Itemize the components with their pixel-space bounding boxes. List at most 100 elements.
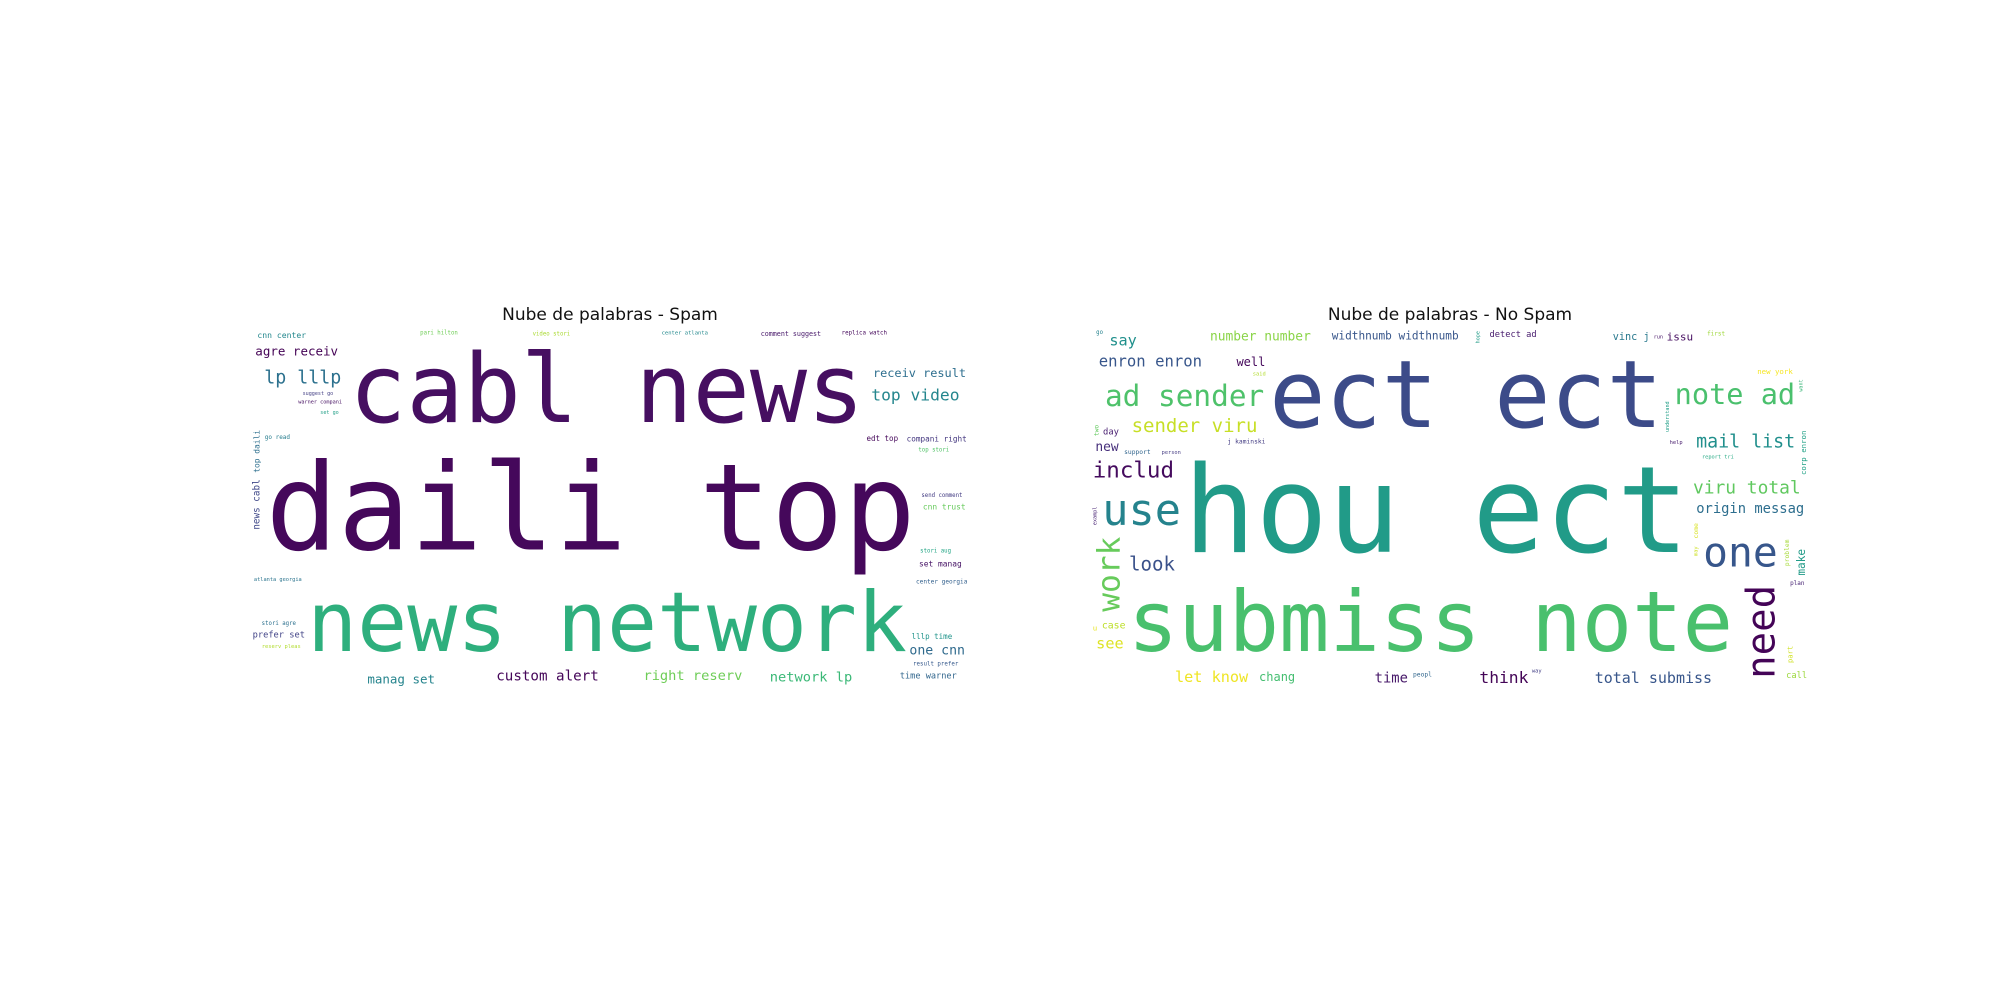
word-report-tri: report tri bbox=[1702, 455, 1734, 461]
word-say: say bbox=[1109, 332, 1136, 350]
word-mail-list: mail list bbox=[1696, 431, 1795, 452]
word-come: come bbox=[1692, 523, 1700, 539]
word-vinc-j: vinc j bbox=[1613, 332, 1650, 343]
word-widthnumb-widthnumb: widthnumb widthnumb bbox=[1332, 330, 1459, 343]
word-manag-set: manag set bbox=[367, 671, 435, 686]
word-new-york: new york bbox=[1757, 367, 1793, 376]
word-warner-compani: warner compani bbox=[298, 399, 342, 405]
word-result-prefer: result prefer bbox=[913, 662, 959, 668]
word-hou-ect: hou ect bbox=[1183, 442, 1689, 581]
word-ad-sender: ad sender bbox=[1105, 379, 1264, 413]
word-work: work bbox=[1091, 536, 1127, 611]
word-ect-ect: ect ect bbox=[1269, 341, 1663, 450]
word-part: part bbox=[1786, 646, 1795, 663]
word-well: well bbox=[1236, 355, 1265, 369]
word-support: support bbox=[1124, 449, 1151, 456]
wordcloud-nospam: hou ect submiss note ect ect ad sender note … bbox=[1090, 328, 1810, 688]
word-let-know: let know bbox=[1175, 668, 1249, 686]
word-lp-lllp: lp lllp bbox=[264, 368, 341, 389]
word-detect-ad: detect ad bbox=[1490, 330, 1537, 340]
word-go: go bbox=[1096, 330, 1103, 336]
word-time: time bbox=[1375, 671, 1408, 687]
word-help: help bbox=[1670, 440, 1683, 446]
word-want: want bbox=[1799, 379, 1805, 391]
word-understand: understand bbox=[1665, 401, 1671, 432]
word-compani-right: compani right bbox=[907, 435, 967, 444]
word-corp-enron: corp enron bbox=[1799, 431, 1808, 476]
word-network-lp: network lp bbox=[770, 670, 852, 686]
word-stori-aug: stori aug bbox=[920, 548, 951, 554]
word-u: u bbox=[1093, 624, 1097, 633]
word-set-go: set go bbox=[320, 410, 338, 416]
word-agre-receiv: agre receiv bbox=[255, 344, 338, 359]
word-news-cabl: news cabl bbox=[252, 479, 263, 529]
word-hope: hope bbox=[1476, 331, 1482, 343]
word-send-comment: send comment bbox=[921, 493, 962, 499]
word-one-cnn: one cnn bbox=[909, 643, 965, 658]
word-origin-messag: origin messag bbox=[1696, 501, 1804, 517]
word-prefer-set: prefer set bbox=[253, 631, 305, 641]
panel-title-nospam: Nube de palabras - No Spam bbox=[1327, 305, 1573, 325]
word-exampl: exampl bbox=[1093, 507, 1099, 525]
word-atlanta-georgia: atlanta georgia bbox=[254, 577, 302, 583]
word-note-ad: note ad bbox=[1675, 377, 1796, 411]
word-comment-suggest: comment suggest bbox=[761, 330, 821, 338]
word-top-stori: top stori bbox=[918, 448, 949, 454]
word-edt-top: edt top bbox=[866, 434, 898, 443]
word-new: new bbox=[1095, 440, 1119, 455]
word-case: case bbox=[1102, 621, 1126, 632]
word-peopl: peopl bbox=[1413, 672, 1432, 679]
word-call: call bbox=[1786, 671, 1807, 681]
word-first: first bbox=[1707, 331, 1725, 338]
word-receiv-result: receiv result bbox=[873, 366, 966, 380]
word-cnn-center: cnn center bbox=[257, 330, 306, 340]
word-way: way bbox=[1532, 669, 1542, 675]
word-use: use bbox=[1102, 486, 1181, 536]
word-said: said bbox=[1253, 372, 1266, 378]
wordcloud-spam: daili top news network cabl news top video c… bbox=[250, 328, 970, 688]
word-lllp-time: lllp time bbox=[912, 632, 953, 641]
word-video-stori: video stori bbox=[533, 332, 571, 338]
word-issu: issu bbox=[1667, 331, 1694, 344]
word-one: one bbox=[1703, 528, 1778, 576]
word-need: need bbox=[1740, 585, 1785, 679]
word-daili-top: daili top bbox=[266, 439, 916, 578]
word-may: may bbox=[1693, 546, 1699, 556]
word-see: see bbox=[1096, 635, 1123, 653]
word-stori-agre: stori agre bbox=[262, 621, 297, 627]
word-cnn-trust: cnn trust bbox=[923, 502, 966, 511]
word-top-video: top video bbox=[871, 385, 959, 404]
word-top-daili: top daili bbox=[252, 430, 261, 473]
word-plan: plan bbox=[1790, 580, 1805, 587]
word-time-warner: time warner bbox=[900, 671, 957, 681]
word-right-reserv: right reserv bbox=[643, 668, 742, 684]
word-set-manag: set manag bbox=[919, 559, 962, 568]
word-enron-enron: enron enron bbox=[1099, 353, 1202, 371]
panel-title-spam: Nube de palabras - Spam bbox=[502, 305, 718, 325]
word-center-georgia: center georgia bbox=[916, 579, 968, 586]
word-custom-alert: custom alert bbox=[496, 669, 599, 685]
word-go-read: go read bbox=[265, 434, 291, 441]
word-think: think bbox=[1479, 668, 1528, 687]
word-replica-watch: replica watch bbox=[842, 330, 887, 336]
word-news-network: news network bbox=[307, 574, 907, 671]
word-sender-viru: sender viru bbox=[1132, 415, 1258, 437]
word-viru-total: viru total bbox=[1693, 478, 1801, 499]
word-submiss-note: submiss note bbox=[1128, 573, 1733, 671]
word-run: run bbox=[1654, 335, 1663, 341]
word-total-submiss: total submiss bbox=[1595, 669, 1712, 687]
word-person: person bbox=[1162, 450, 1181, 456]
word-chang: chang bbox=[1259, 670, 1295, 684]
word-day: day bbox=[1103, 428, 1119, 438]
word-reserv-pleas: reserv pleas bbox=[262, 644, 301, 650]
word-make: make bbox=[1795, 549, 1808, 576]
word-includ: includ bbox=[1093, 458, 1174, 484]
word-j-kaminski: j kaminski bbox=[1228, 439, 1266, 446]
word-number-number: number number bbox=[1210, 330, 1311, 345]
word-cabl-news: cabl news bbox=[349, 335, 864, 445]
word-pari-hilton: pari hilton bbox=[420, 331, 458, 337]
word-center-atlanta: center atlanta bbox=[662, 330, 708, 336]
word-problem: problem bbox=[1784, 539, 1791, 566]
